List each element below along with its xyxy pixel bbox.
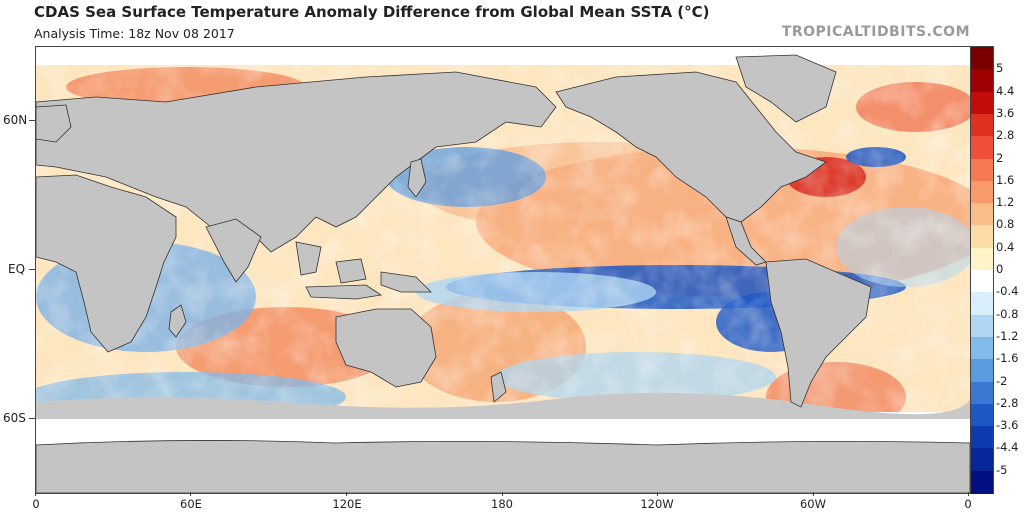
lon-label-180: 180	[491, 497, 513, 511]
lon-label-120e: 120E	[332, 497, 362, 511]
colorbar-segment	[971, 247, 993, 271]
site-credit: TROPICALTIDBITS.COM	[781, 24, 970, 40]
colorbar	[970, 46, 994, 494]
colorbar-label: -1.6	[996, 351, 1019, 366]
colorbar-segment	[971, 225, 993, 249]
lat-label-eq: EQ	[8, 262, 26, 276]
colorbar-segment	[971, 381, 993, 405]
colorbar-segment	[971, 91, 993, 115]
lon-label-120w: 120W	[640, 497, 674, 511]
colorbar-segment	[971, 270, 993, 293]
sst-anomaly-map	[35, 46, 971, 494]
colorbar-segment	[971, 426, 993, 450]
lat-label-60n: 60N	[3, 113, 28, 127]
colorbar-label: 2.8	[996, 128, 1015, 143]
colorbar-label: -0.4	[996, 284, 1019, 299]
colorbar-segment	[971, 113, 993, 137]
colorbar-label: 2	[996, 150, 1004, 165]
colorbar-label: 0.8	[996, 217, 1015, 232]
colorbar-label: -2.8	[996, 395, 1019, 410]
colorbar-label: -2	[996, 373, 1008, 388]
colorbar-segment	[971, 158, 993, 182]
colorbar-segment	[971, 336, 993, 360]
colorbar-segment	[971, 314, 993, 338]
colorbar-label: -5	[996, 462, 1008, 477]
lat-label-60s: 60S	[3, 411, 26, 425]
colorbar-segment	[971, 292, 993, 316]
colorbar-segment	[971, 359, 993, 383]
colorbar-segment	[971, 203, 993, 227]
colorbar-label: 0.4	[996, 239, 1015, 254]
colorbar-label: -1.2	[996, 328, 1019, 343]
colorbar-segment	[971, 470, 993, 494]
colorbar-label: 5	[996, 61, 1004, 76]
colorbar-segment	[971, 180, 993, 204]
analysis-time: Analysis Time: 18z Nov 08 2017	[34, 26, 235, 41]
lon-label-60w: 60W	[799, 497, 827, 511]
colorbar-segment	[971, 47, 993, 70]
colorbar-label: -0.8	[996, 306, 1019, 321]
colorbar-label: 0	[996, 262, 1004, 276]
lon-label-0-right: 0	[964, 497, 972, 511]
colorbar-segment	[971, 448, 993, 472]
lon-label-0: 0	[32, 497, 40, 511]
colorbar-label: -4.4	[996, 440, 1019, 455]
colorbar-label: 3.6	[996, 105, 1015, 120]
colorbar-label: 4.4	[996, 83, 1015, 98]
colorbar-label: 1.6	[996, 172, 1015, 187]
colorbar-label: -3.6	[996, 418, 1019, 433]
colorbar-label: 1.2	[996, 195, 1015, 210]
land-masses	[36, 54, 970, 493]
lon-label-60e: 60E	[180, 497, 202, 511]
chart-title: CDAS Sea Surface Temperature Anomaly Dif…	[34, 3, 710, 21]
colorbar-segment	[971, 403, 993, 427]
colorbar-segment	[971, 136, 993, 160]
colorbar-segment	[971, 69, 993, 93]
